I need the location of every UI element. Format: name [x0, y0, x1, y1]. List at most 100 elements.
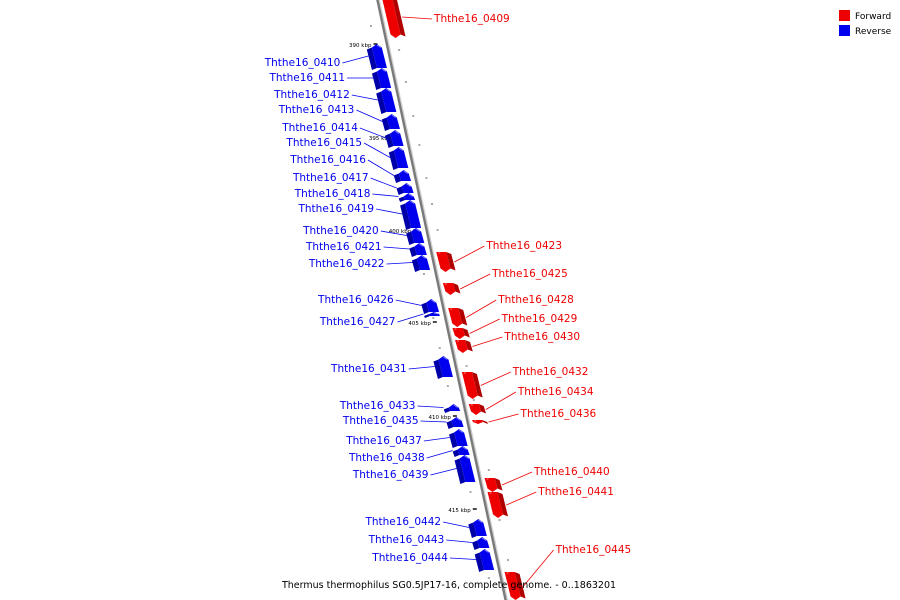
gene-arrow [451, 417, 464, 427]
gene-arrow [448, 308, 463, 327]
gene-Ththe16_0414 [385, 130, 404, 148]
gene-leader-line [372, 193, 399, 197]
gene-side [494, 478, 503, 491]
gene-leader-line [417, 405, 444, 408]
gene-leader-line [454, 245, 485, 263]
gene-arrow [371, 44, 387, 68]
gene-side [454, 458, 466, 484]
gene-arrow [436, 252, 451, 272]
gene-highlight [462, 446, 467, 450]
gene-label: Ththe16_0434 [517, 386, 594, 398]
gene-label: Ththe16_0440 [533, 466, 610, 478]
gene-side [468, 522, 477, 538]
gene-Ththe16_0444 [474, 549, 495, 572]
gene-label: Ththe16_0435 [342, 415, 419, 427]
gene-Ththe16_0426 [421, 299, 440, 314]
gene-arrow [487, 492, 504, 518]
gene-arrow [479, 549, 495, 570]
gene-side [465, 340, 473, 352]
gene-leader-line [420, 420, 447, 423]
gene-Ththe16_0438 [452, 446, 470, 457]
gene-label: Ththe16_0437 [345, 435, 422, 447]
gene-leader-line [459, 273, 491, 290]
gene-highlight [458, 429, 464, 433]
gene-leader-line [472, 336, 503, 347]
gene-label: Ththe16_0419 [297, 203, 374, 215]
gene-label: Ththe16_0431 [330, 363, 407, 375]
gene-highlight [421, 255, 427, 259]
gene-side [446, 252, 456, 271]
gene-side [393, 173, 402, 183]
gene-leader-line [367, 159, 395, 176]
gene-Ththe16_0421 [409, 243, 427, 257]
gene-highlight [403, 170, 409, 174]
gene-highlight [481, 537, 487, 541]
gene-leader-line [356, 109, 383, 122]
gene-arrow [403, 193, 416, 200]
gene-highlight [484, 549, 489, 553]
gene-leader-line [443, 521, 470, 528]
gene-highlight [385, 88, 391, 92]
gene-Ththe16_0430 [455, 340, 473, 353]
gene-highlight [398, 147, 404, 151]
gene-side [474, 552, 485, 572]
gene-Ththe16_0436 [472, 420, 488, 424]
gene-highlight [433, 312, 439, 315]
gene-labels: Ththe16_0409 Ththe16_0410 Ththe16_0411 Thth… [264, 13, 631, 587]
gene-label: Ththe16_0422 [308, 258, 385, 270]
gene-Ththe16_0413 [381, 114, 400, 131]
gene-leader-line [488, 413, 519, 423]
kbp-tick-label: 400 kbp [389, 229, 412, 235]
gene-side [458, 308, 468, 326]
legend-forward-label: Forward [855, 12, 891, 22]
gene-Ththe16_0428 [448, 308, 468, 327]
gene-leader-line [469, 318, 500, 334]
gene-side [478, 404, 487, 414]
gene-label: Ththe16_0414 [281, 122, 358, 134]
gene-Ththe16_0419 [400, 200, 422, 230]
gene-arrow [468, 404, 482, 415]
gene-leader-line [380, 230, 407, 236]
kbp-tick-label: 405 kbp [408, 321, 431, 327]
gene-arrow [442, 283, 456, 295]
gene-side [371, 71, 382, 90]
gene-highlight [391, 114, 397, 118]
gene-side [424, 314, 430, 318]
gene-highlight [376, 44, 382, 48]
gene-side [472, 540, 480, 550]
genome-caption: Thermus thermophilus SG0.5JP17-16, compl… [281, 580, 616, 591]
gene-arrow [386, 114, 400, 129]
gene-label: Ththe16_0418 [294, 188, 371, 200]
gene-label: Ththe16_0413 [278, 104, 355, 116]
gene-Ththe16_0439 [454, 455, 476, 484]
gene-label: Ththe16_0423 [485, 240, 562, 252]
gene-side [376, 91, 387, 114]
legend-forward-swatch [839, 10, 850, 21]
gene-leader-line [383, 246, 410, 250]
gene-arrow [405, 200, 422, 228]
gene-Ththe16_0423 [436, 252, 456, 272]
gene-leader-line [376, 208, 403, 215]
gene-leader-line [501, 471, 533, 486]
gene-label: Ththe16_0438 [348, 452, 425, 464]
gene-arrow [504, 572, 521, 600]
gene-arrow [448, 404, 461, 411]
gene-Ththe16_0422 [411, 255, 431, 272]
gene-label: Ththe16_0427 [319, 316, 396, 328]
gene-leader-line [402, 16, 433, 20]
gene-label: Ththe16_0436 [520, 408, 597, 420]
gene-arrow [429, 312, 440, 316]
gene-label: Ththe16_0428 [497, 294, 574, 306]
gene-side [446, 420, 454, 429]
gene-leader-line [426, 450, 453, 459]
gene-Ththe16_0416 [393, 170, 412, 183]
gene-leader-line [485, 391, 517, 410]
gene-side [471, 372, 483, 398]
gene-arrow [454, 429, 468, 446]
gene-arrow [426, 299, 440, 312]
gene-leader-line [363, 142, 391, 158]
gene-side [392, 0, 406, 37]
gene-side [443, 407, 451, 413]
gene-highlight [381, 68, 387, 72]
